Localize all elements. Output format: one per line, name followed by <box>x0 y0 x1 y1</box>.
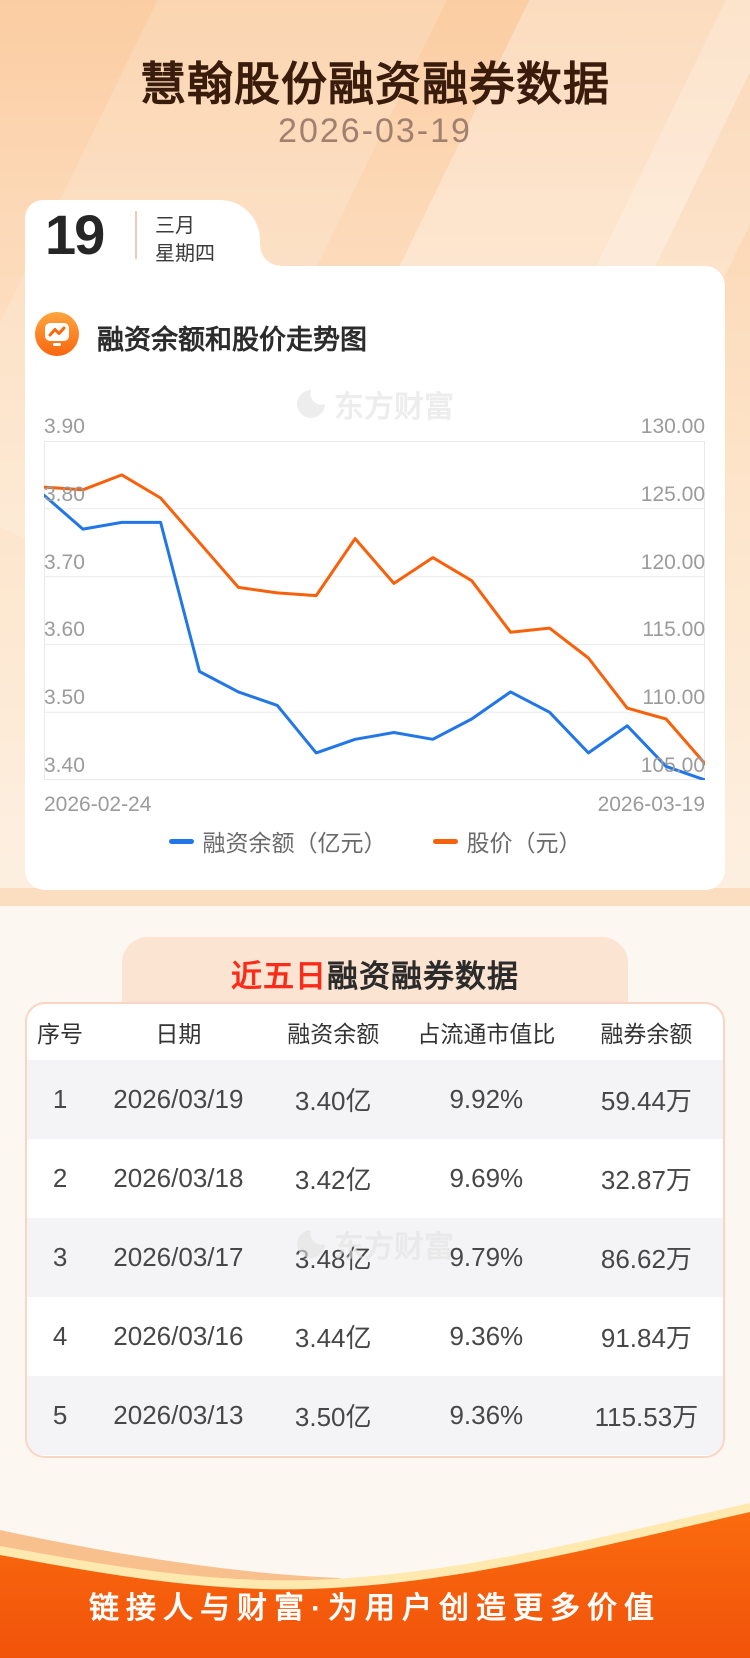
table-cell: 2026/03/17 <box>113 1242 244 1272</box>
calendar-day: 19 <box>45 203 105 266</box>
watermark-logo-icon <box>297 390 325 418</box>
table-cell: 9.36% <box>449 1400 524 1430</box>
table-cell: 115.53万 <box>594 1402 699 1432</box>
right-axis-tick: 110.00 <box>642 686 705 710</box>
table-cell: 59.44万 <box>600 1086 692 1116</box>
table-cell: 2026/03/16 <box>113 1321 244 1351</box>
融资余额（亿元）-line <box>44 493 705 780</box>
table-cell: 32.87万 <box>600 1165 692 1195</box>
table-cell: 2026/03/13 <box>113 1400 244 1430</box>
table-row: 5 2026/03/13 3.50亿 9.36% 115.53万 <box>27 1376 723 1455</box>
column-header: 融资余额 <box>287 1021 380 1047</box>
table-cell: 9.69% <box>449 1163 524 1193</box>
watermark: 东方财富 <box>0 1222 750 1266</box>
table-cell: 3 <box>52 1242 68 1272</box>
legend-item: 融资余额（亿元） <box>168 824 387 858</box>
calendar-month: 三月 <box>155 215 195 237</box>
page-date: 2026-03-19 <box>278 112 472 150</box>
watermark-logo-icon <box>297 1230 325 1258</box>
footer-slogan: 链接人与财富·为用户创造更多价值 <box>89 1592 661 1625</box>
left-axis-tick: 3.80 <box>44 482 85 506</box>
legend-label: 融资余额（亿元） <box>202 830 387 856</box>
card-corner-fillet <box>260 246 280 266</box>
right-axis-tick: 120.00 <box>640 550 705 574</box>
watermark-text: 东方财富 <box>334 391 454 424</box>
trend-chart-icon <box>35 312 79 356</box>
股价（元）-line <box>44 473 705 766</box>
column-header: 序号 <box>37 1021 84 1047</box>
table-title-highlight: 近五日 <box>231 959 327 994</box>
legend-swatch <box>432 838 458 844</box>
table-cell: 1 <box>52 1084 68 1114</box>
x-axis-start-label: 2026-02-24 <box>44 793 152 816</box>
table-cell: 9.36% <box>449 1321 524 1351</box>
table-header-row: 序号 日期 融资余额 占流通市值比 融券余额 <box>27 1004 723 1060</box>
table-cell: 91.84万 <box>600 1323 692 1353</box>
table-row: 1 2026/03/19 3.40亿 9.92% 59.44万 <box>27 1060 723 1139</box>
table-cell: 3.40亿 <box>294 1086 372 1116</box>
right-axis-tick: 115.00 <box>642 618 705 642</box>
legend-item: 股价（元） <box>432 824 582 858</box>
watermark-text: 东方财富 <box>334 1231 454 1264</box>
table-section-title: 近五日融资融券数据 <box>122 951 628 996</box>
footer-wave <box>0 1503 750 1658</box>
table-cell: 3.50亿 <box>294 1402 372 1432</box>
calendar-card: 19 三月 星期四 <box>25 200 260 266</box>
table-cell: 86.62万 <box>600 1244 692 1274</box>
legend-swatch <box>168 838 194 844</box>
page-title: 慧翰股份融资融券数据 <box>140 58 610 110</box>
wave-main <box>0 1512 750 1658</box>
right-axis-tick: 130.00 <box>640 415 705 438</box>
watermark: 东方财富 <box>0 382 750 426</box>
calendar-weekday: 星期四 <box>155 243 215 265</box>
calendar-divider <box>135 211 137 259</box>
table-row: 4 2026/03/16 3.44亿 9.36% 91.84万 <box>27 1297 723 1376</box>
left-axis-tick: 3.60 <box>44 618 85 642</box>
left-axis-tick: 3.70 <box>44 550 85 574</box>
table-cell: 2 <box>52 1163 68 1193</box>
table-cell: 5 <box>52 1400 68 1430</box>
column-header: 日期 <box>155 1021 202 1047</box>
table-row: 2 2026/03/18 3.42亿 9.69% 32.87万 <box>27 1139 723 1218</box>
table-cell: 9.92% <box>449 1084 524 1114</box>
column-header: 融券余额 <box>600 1021 693 1047</box>
table-cell: 3.42亿 <box>294 1165 372 1195</box>
table-cell: 2026/03/19 <box>113 1084 244 1114</box>
table-row: 3 2026/03/17 3.48亿 9.79% 86.62万 <box>27 1218 723 1297</box>
x-axis-end-label: 2026-03-19 <box>597 793 705 816</box>
line-chart <box>44 441 705 780</box>
legend-label: 股价（元） <box>466 830 582 856</box>
table-cell: 2026/03/18 <box>113 1163 244 1193</box>
right-axis-tick: 125.00 <box>640 482 705 506</box>
table-body: 1 2026/03/19 3.40亿 9.92% 59.44万 2 2026/03/18 3.… <box>27 1060 723 1455</box>
chart-legend: 融资余额（亿元） 股价（元） <box>0 824 750 858</box>
chart-card: 融资余额和股价走势图 <box>25 266 725 890</box>
card-shadow-band <box>0 888 750 906</box>
table-cell: 3.44亿 <box>294 1323 372 1353</box>
margin-data-table: 序号 日期 融资余额 占流通市值比 融券余额 1 2026/03/19 3.40亿 9.92%… <box>25 1002 725 1458</box>
table-cell: 9.79% <box>449 1242 524 1272</box>
left-axis-tick: 3.40 <box>44 754 85 777</box>
table-cell: 4 <box>52 1321 68 1351</box>
table-title-rest: 融资融券数据 <box>327 959 519 994</box>
left-axis-tick: 3.50 <box>44 686 85 710</box>
left-axis-tick: 3.90 <box>44 415 85 438</box>
right-axis-tick: 105.00 <box>640 754 705 777</box>
chart-section-title: 融资余额和股价走势图 <box>97 325 367 355</box>
column-header: 占流通市值比 <box>417 1021 556 1047</box>
